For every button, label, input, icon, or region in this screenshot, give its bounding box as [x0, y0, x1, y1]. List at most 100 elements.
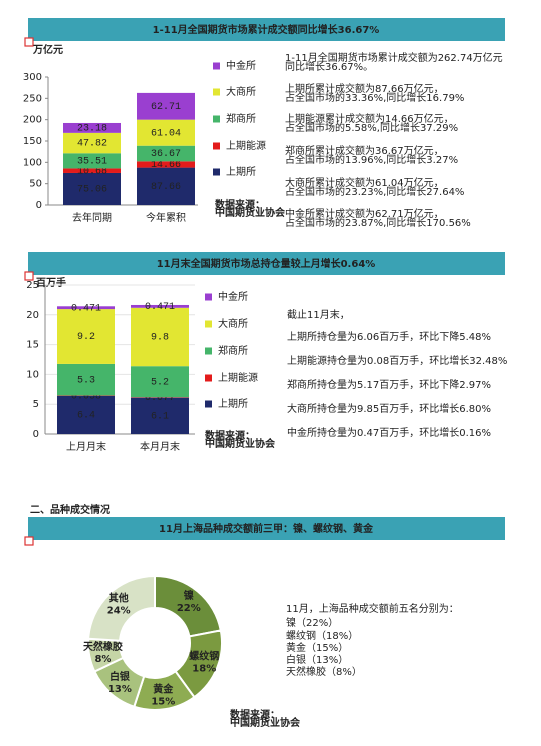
note-line: 上期能源累计成交额为14.66万亿元，	[285, 112, 454, 125]
data-label: 5.3	[77, 375, 95, 386]
y-tick-label: 5	[33, 399, 39, 410]
segment-value: 15%	[151, 696, 175, 707]
bar-segment	[63, 122, 121, 133]
x-tick-label: 上月月末	[66, 440, 106, 453]
data-label: 10.68	[77, 166, 107, 177]
chart-title: 11月上海品种成交额前三甲：镍、螺纹钢、黄金	[159, 522, 374, 535]
note-line: 黄金（15%）	[286, 641, 348, 654]
note-line: 占全国市场的23.87%,同比增长170.56%	[285, 216, 471, 229]
donut-segment	[87, 574, 156, 642]
segment-label: 白银	[110, 670, 131, 683]
legend-label: 郑商所	[218, 344, 248, 357]
data-label: 6.4	[77, 411, 95, 422]
title-bar	[28, 18, 505, 41]
y-tick-label: 15	[26, 340, 39, 351]
title-icon	[24, 536, 34, 546]
bar-segment	[137, 92, 195, 120]
chart-title: 1-11月全国期货市场累计成交额同比增长36.67%	[153, 23, 380, 36]
segment-label: 螺纹钢	[189, 650, 219, 663]
source-note: 中国期货业协会	[215, 206, 285, 219]
y-axis-label: 百万手	[36, 276, 66, 289]
data-label: 35.51	[77, 156, 107, 167]
segment-value: 13%	[108, 684, 132, 695]
source-note: 数据来源：	[230, 708, 280, 721]
bar-segment	[137, 161, 195, 168]
note-line: 上期所累计成交额为87.66万亿元，	[285, 82, 444, 95]
y-tick-label: 200	[23, 115, 42, 126]
bar-segment	[131, 307, 189, 367]
legend-label: 上期能源	[218, 371, 258, 384]
legend-swatch	[205, 347, 212, 355]
note-line: 大商所持仓量为9.85百万手，环比增长6.80%	[287, 402, 491, 415]
legend-label: 上期能源	[226, 139, 266, 152]
y-tick-label: 0	[33, 429, 39, 440]
title-icon	[24, 271, 34, 281]
data-label: 47.82	[77, 139, 107, 150]
segment-value: 18%	[192, 664, 216, 675]
y-tick-label: 10	[26, 369, 39, 380]
note-line: 同比增长36.67%。	[285, 60, 373, 73]
note-line: 占全国市场的5.58%,同比增长37.29%	[285, 121, 458, 134]
bar-segment	[63, 132, 121, 154]
data-label: 9.2	[77, 332, 95, 343]
legend-label: 郑商所	[226, 112, 256, 125]
segment-value: 22%	[177, 603, 201, 614]
title-bar	[28, 252, 505, 275]
note-line: 1-11月全国期货市场累计成交额为262.74万亿元	[285, 51, 503, 64]
y-tick-label: 300	[23, 72, 42, 83]
note-line: 白银（13%）	[286, 653, 348, 666]
bar-segment	[57, 306, 115, 310]
data-label: 75.06	[77, 185, 107, 196]
x-tick-label: 去年同期	[72, 211, 112, 224]
bar-segment	[131, 397, 189, 434]
data-label: 61.04	[151, 128, 181, 139]
source-note: 中国期货业协会	[230, 716, 300, 729]
legend-swatch	[213, 115, 220, 123]
bar-segment	[137, 119, 195, 146]
legend-swatch	[213, 88, 220, 96]
y-tick-label: 20	[26, 310, 39, 321]
legend-swatch	[213, 168, 220, 176]
x-tick-label: 本月月末	[140, 440, 180, 453]
source-note: 中国期货业协会	[205, 437, 275, 450]
legend-swatch	[205, 400, 212, 408]
legend-label: 上期所	[226, 166, 256, 178]
data-label: 0.471	[145, 302, 175, 313]
note-line: 中金所累计成交额为62.71万亿元，	[285, 207, 444, 220]
data-label: 0.471	[71, 303, 101, 314]
data-label: 6.1	[151, 411, 169, 422]
bar-segment	[137, 167, 195, 205]
segment-value: 24%	[107, 605, 131, 616]
data-label: 0.077	[145, 393, 175, 404]
x-tick-label: 今年累积	[146, 211, 186, 224]
y-tick-label: 100	[23, 157, 42, 168]
data-label: 87.66	[151, 182, 181, 193]
y-tick-label: 150	[23, 136, 42, 147]
note-line: 大商所累计成交额为61.04万亿元，	[285, 176, 444, 189]
data-label: 0.058	[71, 391, 101, 402]
data-label: 9.8	[151, 333, 169, 344]
note-line: 占全国市场的33.36%,同比增长16.79%	[285, 91, 464, 104]
note-line: 螺纹钢（18%）	[286, 629, 358, 642]
note-line: 中金所持仓量为0.47百万手，环比增长0.16%	[287, 426, 491, 439]
note-line: 上期所持仓量为6.06百万手，环比下降5.48%	[287, 330, 491, 343]
segment-label: 黄金	[153, 682, 174, 695]
source-note: 数据来源：	[215, 198, 265, 211]
segment-label: 镍	[184, 589, 194, 602]
legend-label: 中金所	[218, 290, 248, 303]
note-line: 占全国市场的23.23%,同比增长27.64%	[285, 185, 464, 198]
legend-label: 大商所	[218, 317, 248, 330]
bar-segment	[63, 172, 121, 205]
bar-segment	[57, 395, 115, 434]
legend-swatch	[213, 142, 220, 150]
bar-segment	[57, 309, 115, 364]
note-line: 占全国市场的13.96%,同比增长3.27%	[285, 153, 458, 166]
bar-segment	[131, 304, 189, 308]
bar-segment	[57, 363, 115, 396]
legend-swatch	[205, 374, 212, 382]
note-line: 郑商所累计成交额为36.67万亿元，	[285, 144, 444, 157]
data-label: 14.66	[151, 160, 181, 171]
legend-label: 中金所	[226, 59, 256, 72]
y-tick-label: 25	[26, 280, 39, 291]
